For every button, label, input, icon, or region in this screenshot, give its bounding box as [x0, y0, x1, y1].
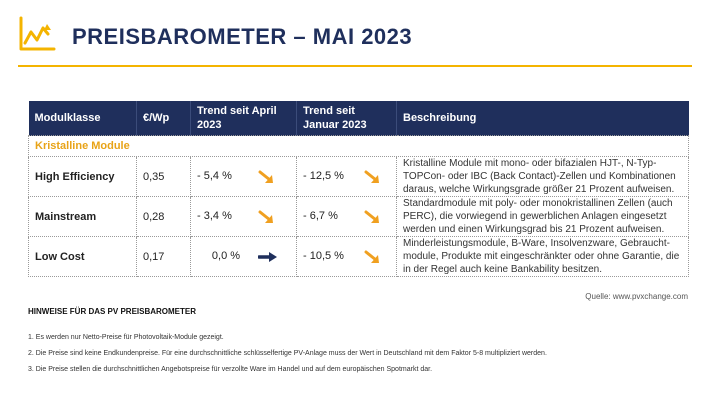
- column-header-beschreibung: Beschreibung: [396, 101, 689, 136]
- beschreibung-cell: Standardmodule mit poly- oder monokrista…: [396, 196, 689, 237]
- arrow-right-icon: [258, 251, 278, 262]
- arrow-down-right-icon: [258, 170, 274, 183]
- section-row: Kristalline Module: [28, 135, 689, 157]
- trend-april-value: 0,0 %: [211, 250, 241, 263]
- trend-april-value: - 3,4 %: [197, 210, 232, 223]
- modulklasse-cell: Mainstream: [28, 196, 137, 237]
- column-header-modulklasse: Modulklasse: [28, 101, 137, 136]
- price-cell: 0,35: [136, 156, 191, 197]
- column-header-price: €/Wp: [136, 101, 191, 136]
- trend-januar-cell: - 6,7 %: [296, 196, 397, 237]
- beschreibung-cell: Minderleistungsmodule, B-Ware, Insolvenz…: [396, 236, 689, 277]
- note-item: 2. Die Preise sind keine Endkundenpreise…: [28, 350, 547, 357]
- column-header-trend-april: Trend seit April 2023: [190, 101, 297, 136]
- arrow-down-right-icon: [364, 250, 380, 263]
- source-note: Quelle: www.pvxchange.com: [585, 292, 688, 301]
- price-cell: 0,17: [136, 236, 191, 277]
- note-item: 3. Die Preise stellen die durchschnittli…: [28, 366, 433, 373]
- trend-april-cell: 0,0 %: [190, 236, 297, 277]
- chart-line-icon: [19, 16, 56, 51]
- price-table: Modulklasse €/Wp Trend seit April 2023 T…: [28, 101, 689, 277]
- arrow-down-right-icon: [364, 170, 380, 183]
- table-row: Low Cost 0,17 0,0 % - 10,5 % Minderleist…: [28, 236, 689, 277]
- table-row: High Efficiency 0,35 - 5,4 % - 12,5 % Kr…: [28, 156, 689, 197]
- table-header-row: Modulklasse €/Wp Trend seit April 2023 T…: [28, 101, 689, 136]
- trend-april-cell: - 5,4 %: [190, 156, 297, 197]
- notes-heading: HINWEISE FÜR DAS PV PREISBAROMETER: [28, 307, 197, 316]
- page-title: PREISBAROMETER – MAI 2023: [72, 24, 413, 49]
- arrow-down-right-icon: [258, 210, 274, 223]
- price-cell: 0,28: [136, 196, 191, 237]
- column-header-trend-januar: Trend seit Januar 2023: [296, 101, 397, 136]
- trend-januar-value: - 10,5 %: [303, 250, 344, 263]
- modulklasse-cell: Low Cost: [28, 236, 137, 277]
- beschreibung-cell: Kristalline Module mit mono- oder bifazi…: [396, 156, 689, 197]
- trend-januar-value: - 6,7 %: [303, 210, 338, 223]
- table-row: Mainstream 0,28 - 3,4 % - 6,7 % Standard…: [28, 196, 689, 237]
- trend-januar-cell: - 10,5 %: [296, 236, 397, 277]
- title-divider: [18, 65, 692, 67]
- trend-april-cell: - 3,4 %: [190, 196, 297, 237]
- section-label: Kristalline Module: [28, 135, 689, 157]
- trend-april-value: - 5,4 %: [197, 170, 232, 183]
- note-item: 1. Es werden nur Netto-Preise für Photov…: [28, 334, 224, 341]
- trend-januar-value: - 12,5 %: [303, 170, 344, 183]
- modulklasse-cell: High Efficiency: [28, 156, 137, 197]
- trend-januar-cell: - 12,5 %: [296, 156, 397, 197]
- arrow-down-right-icon: [364, 210, 380, 223]
